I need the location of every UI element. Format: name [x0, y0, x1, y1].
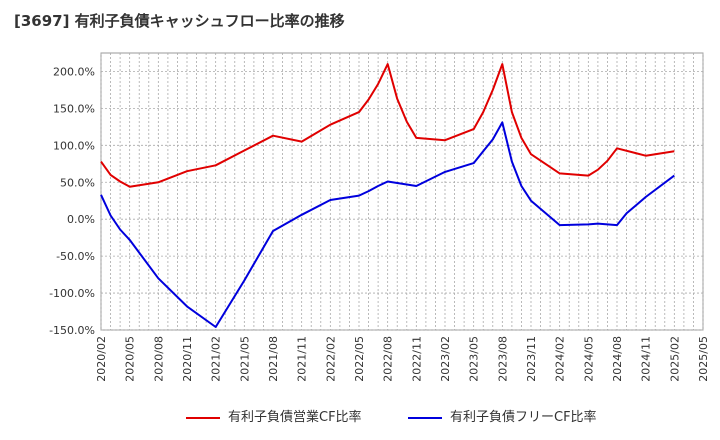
legend-item-operating-cf: 有利子負債営業CF比率: [186, 406, 362, 425]
y-tick-label: 0.0%: [67, 213, 95, 226]
x-tick-label: 2020/02: [95, 336, 108, 382]
x-tick-label: 2024/11: [640, 336, 653, 382]
x-tick-label: 2022/05: [353, 336, 366, 382]
x-tick-label: 2020/11: [181, 336, 194, 382]
x-tick-label: 2022/02: [324, 336, 337, 382]
y-tick-label: 150.0%: [53, 102, 95, 115]
plot-area: [100, 52, 704, 331]
x-tick-label: 2023/08: [496, 336, 509, 382]
y-tick-label: -100.0%: [49, 287, 95, 300]
x-tick-label: 2022/08: [382, 336, 395, 382]
x-tick-label: 2021/11: [296, 336, 309, 382]
x-tick-label: 2024/08: [611, 336, 624, 382]
series-line-free-cf: [100, 121, 675, 328]
legend: 有利子負債営業CF比率 有利子負債フリーCF比率: [0, 406, 720, 430]
x-tick-label: 2020/05: [124, 336, 137, 382]
legend-swatch-blue: [408, 416, 442, 419]
series-lines: [100, 63, 675, 328]
x-tick-label: 2023/05: [468, 336, 481, 382]
x-tick-label: 2022/11: [410, 336, 423, 382]
x-tick-label: 2025/02: [668, 336, 681, 382]
x-tick-label: 2023/11: [525, 336, 538, 382]
legend-label-free-cf: 有利子負債フリーCF比率: [450, 410, 597, 425]
y-tick-label: 50.0%: [60, 176, 95, 189]
x-tick-label: 2020/08: [152, 336, 165, 382]
x-axis-ticks: 2020/02 2020/05 2020/08 2020/11 2021/02 2021/…: [95, 336, 710, 382]
y-tick-label: 200.0%: [53, 65, 95, 78]
x-tick-label: 2024/02: [554, 336, 567, 382]
legend-swatch-red: [186, 416, 220, 419]
x-tick-label: 2021/05: [238, 336, 251, 382]
legend-item-free-cf: 有利子負債フリーCF比率: [408, 406, 597, 425]
x-tick-label: 2024/05: [582, 336, 595, 382]
y-tick-label: -150.0%: [49, 324, 95, 337]
y-axis-ticks: 200.0% 150.0% 100.0% 50.0% 0.0% -50.0% -100.0%…: [49, 65, 95, 337]
chart-title: [3697] 有利子負債キャッシュフロー比率の推移: [14, 12, 345, 30]
x-tick-label: 2021/02: [210, 336, 223, 382]
x-tick-label: 2025/05: [697, 336, 710, 382]
x-tick-label: 2023/02: [439, 336, 452, 382]
y-tick-label: 100.0%: [53, 139, 95, 152]
legend-label-operating-cf: 有利子負債営業CF比率: [228, 410, 362, 425]
y-tick-label: -50.0%: [56, 250, 95, 263]
series-line-operating-cf: [100, 63, 675, 188]
x-tick-label: 2021/08: [267, 336, 280, 382]
